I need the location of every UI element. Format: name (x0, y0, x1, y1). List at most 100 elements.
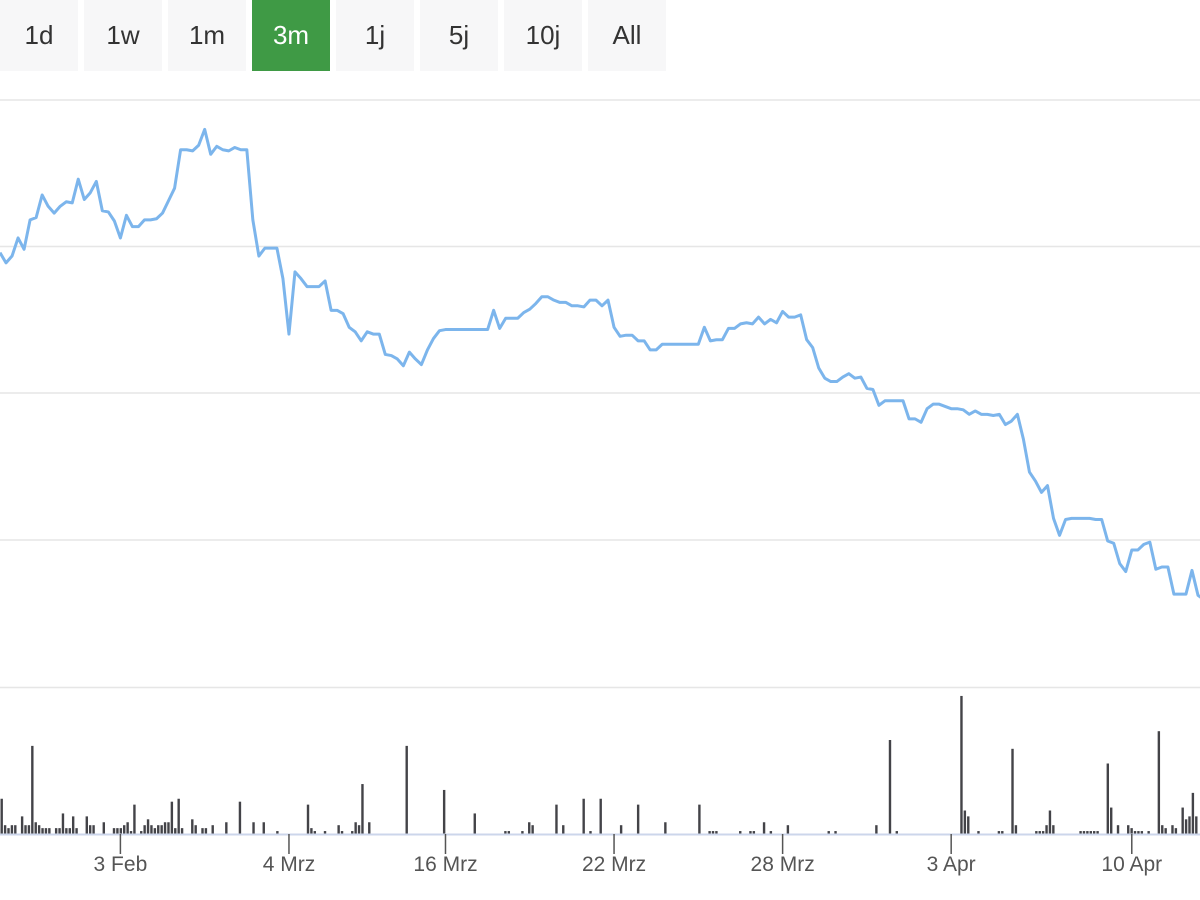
volume-bar (211, 825, 214, 834)
volume-bar (555, 804, 558, 835)
volume-bar (157, 825, 160, 834)
volume-bar (102, 822, 105, 834)
volume-bar (1157, 731, 1161, 834)
volume-bar (749, 831, 752, 834)
volume-bar (337, 825, 340, 834)
volume-bar (44, 828, 48, 835)
volume-bar (997, 831, 1001, 834)
volume-bar (1082, 831, 1086, 834)
volume-bar (7, 828, 10, 835)
volume-bar (1106, 763, 1110, 834)
volume-bar (521, 831, 524, 834)
volume-bar (58, 828, 61, 835)
x-tick-label: 22 Mrz (582, 853, 646, 876)
volume-bar (75, 828, 78, 835)
volume-bar (1161, 825, 1164, 834)
volume-bar (708, 831, 711, 834)
x-tick-label: 10 Apr (1101, 853, 1162, 876)
volume-bar (361, 784, 364, 834)
volume-bar (10, 825, 14, 834)
volume-bar (1171, 825, 1174, 834)
volume-bar (1096, 831, 1099, 834)
volume-bar (1147, 831, 1150, 834)
volume-bar (126, 822, 129, 834)
range-button-1d[interactable]: 1d (0, 0, 78, 71)
volume-bar (967, 816, 970, 835)
range-button-5j[interactable]: 5j (420, 0, 498, 71)
volume-bar (1184, 819, 1188, 834)
volume-bar (116, 828, 119, 835)
volume-bar (34, 822, 37, 834)
volume-bar (473, 813, 476, 834)
volume-bar (191, 819, 194, 834)
volume-bars (0, 695, 1198, 835)
volume-bar (1086, 831, 1089, 834)
volume-bar (3, 825, 7, 834)
range-button-all[interactable]: All (588, 0, 666, 71)
volume-bar (119, 828, 123, 835)
volume-bar (786, 825, 790, 834)
volume-bar (123, 825, 126, 834)
price-line[interactable] (0, 127, 1200, 619)
volume-bar (354, 822, 357, 834)
range-button-1m[interactable]: 1m (168, 0, 246, 71)
volume-bar (1188, 816, 1191, 835)
volume-bar (1048, 810, 1052, 834)
x-tick-label: 16 Mrz (413, 853, 477, 876)
volume-bar (351, 831, 354, 834)
x-axis-ticks: 3 Feb 4 Mrz 16 Mrz 22 Mrz 28 Mrz 3 Apr 10 Apr (94, 834, 1162, 876)
volume-bar (1181, 807, 1184, 834)
volume-bar (504, 831, 507, 834)
volume-bar (225, 822, 228, 834)
volume-bar (167, 822, 170, 834)
volume-bar (1137, 831, 1140, 834)
volume-bar (1116, 825, 1120, 834)
volume-bar (834, 831, 837, 834)
volume-bar (1014, 825, 1018, 834)
volume-bar (664, 822, 667, 834)
volume-bar (146, 819, 150, 834)
volume-bar (194, 825, 197, 834)
volume-bar (65, 828, 68, 835)
volume-bar (143, 825, 146, 834)
volume-bar (1195, 816, 1198, 835)
volume-bar (1079, 831, 1082, 834)
volume-bar (1191, 792, 1195, 835)
volume-bar (507, 831, 511, 834)
volume-bar (368, 822, 371, 834)
volume-bar (1011, 748, 1014, 834)
volume-bar (112, 828, 116, 835)
volume-bar (1001, 831, 1004, 834)
volume-bar (963, 810, 967, 834)
volume-bar (1092, 831, 1096, 834)
volume-bar (174, 828, 177, 835)
volume-bar (20, 816, 24, 835)
range-button-3m[interactable]: 3m (252, 0, 330, 71)
volume-bar (61, 813, 65, 834)
volume-bar (129, 831, 133, 834)
volume-bar (977, 831, 980, 834)
volume-bar (37, 825, 41, 834)
range-button-1j[interactable]: 1j (336, 0, 414, 71)
volume-bar (1052, 825, 1055, 834)
volume-bar (619, 825, 623, 834)
range-button-10j[interactable]: 10j (504, 0, 582, 71)
volume-bar (1133, 831, 1137, 834)
volume-bar (68, 828, 71, 835)
volume-bar (1174, 828, 1178, 835)
volume-bar (201, 828, 204, 835)
volume-bar (405, 745, 408, 835)
volume-bar (310, 828, 313, 835)
volume-bar (14, 825, 17, 834)
volume-bar (88, 825, 92, 834)
volume-bar (875, 825, 878, 834)
volume-bar (204, 828, 208, 835)
range-button-1w[interactable]: 1w (84, 0, 162, 71)
volume-bar (1045, 825, 1048, 834)
x-tick-label: 3 Apr (927, 853, 976, 876)
volume-bar (153, 828, 157, 835)
volume-bar (1130, 828, 1133, 835)
volume-bar (323, 831, 327, 834)
volume-bar (1041, 831, 1045, 834)
volume-bar (0, 798, 3, 834)
